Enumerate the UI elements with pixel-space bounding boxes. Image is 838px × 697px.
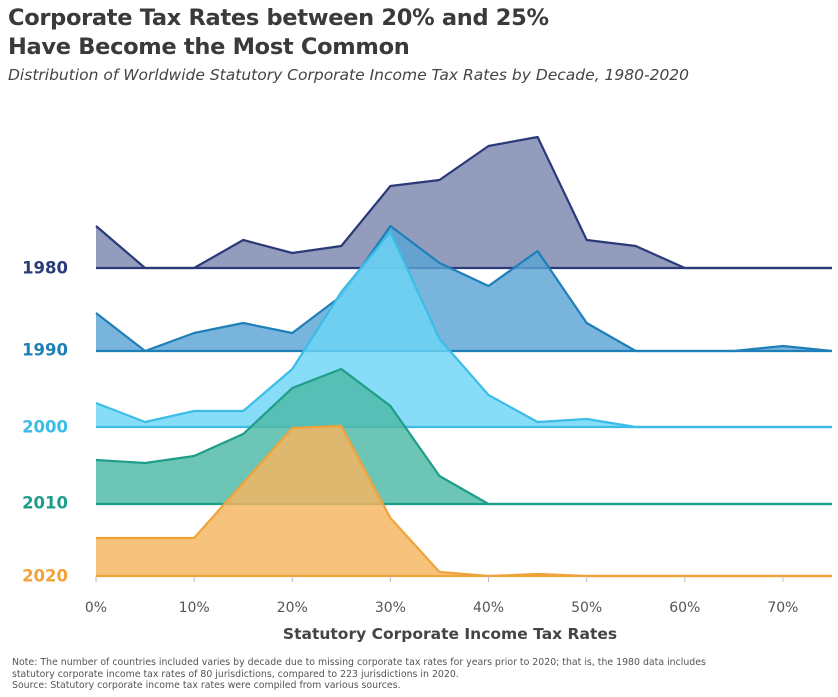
note: Note: The number of countries included v…: [12, 657, 827, 692]
ridge-area-2000: [96, 232, 832, 427]
chart-subtitle: Distribution of Worldwide Statutory Corp…: [8, 66, 690, 84]
source-line: Source: Statutory corporate income tax r…: [12, 680, 401, 691]
chart-title: Corporate Tax Rates between 20% and 25% …: [8, 4, 828, 62]
x-tick-label: 50%: [571, 600, 602, 616]
note-line-1: Note: The number of countries included v…: [12, 657, 706, 668]
series-label-2000: 2000: [22, 418, 68, 437]
ridge-area-1990: [96, 226, 832, 351]
series-label-2020: 2020: [22, 567, 68, 586]
x-axis-label: Statutory Corporate Income Tax Rates: [283, 625, 617, 643]
ridge-1990: [95, 224, 833, 353]
x-tick-label: 40%: [473, 600, 504, 616]
series-label-2010: 2010: [22, 494, 68, 513]
ridgeline-chart: 1980 1990 2000 2010 2020 0% 10% 20% 30% 40% 50% 60…: [22, 135, 833, 643]
series-label-1980: 1980: [22, 259, 68, 278]
chart-title-line-1: Corporate Tax Rates between 20% and 25%: [8, 5, 549, 31]
ridge-1980: [95, 135, 832, 270]
x-tick-label: 10%: [179, 600, 210, 616]
ridge-area-1980: [96, 137, 832, 268]
x-tick-label: 0%: [85, 600, 107, 616]
x-tick-label: 20%: [277, 600, 308, 616]
x-tick-label: 70%: [767, 600, 798, 616]
x-tick-label: 60%: [669, 600, 700, 616]
note-line-2: statutory corporate income tax rates of …: [12, 668, 459, 680]
ridge-2020: [96, 424, 832, 578]
x-axis: 0% 10% 20% 30% 40% 50% 60% 70%: [85, 576, 798, 616]
ridges: 1980 1990 2000 2010 2020: [22, 135, 833, 586]
ridge-2000: [95, 230, 832, 429]
ridge-area-2020: [96, 426, 832, 576]
x-tick-label: 30%: [375, 600, 406, 616]
chart-title-line-2: Have Become the Most Common: [8, 34, 410, 60]
series-label-1990: 1990: [22, 341, 68, 360]
